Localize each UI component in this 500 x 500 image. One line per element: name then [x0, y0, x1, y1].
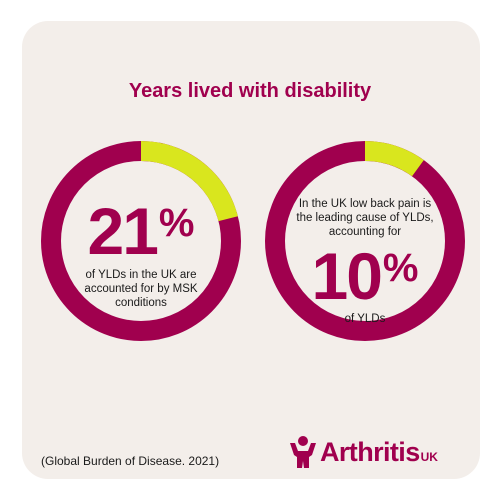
- donut-2-highlight-slice: [265, 141, 465, 341]
- logo-name: Arthritis: [320, 436, 420, 467]
- stat-2-description: of YLDs: [344, 313, 386, 325]
- stat-2-value: 10%: [295, 243, 435, 309]
- stat-1-description: of YLDs in the UK are accounted for by M…: [84, 269, 198, 309]
- arthritis-uk-figure-icon: [290, 436, 316, 468]
- stat-2-number: 10: [311, 239, 383, 313]
- donut-1-highlight-slice: [41, 141, 241, 341]
- stat-2-unit: %: [382, 246, 419, 290]
- donut-chart-1: [41, 141, 241, 341]
- arthritis-uk-logo: Arthritis UK: [288, 432, 438, 472]
- stat-2-text: In the UK low back pain is the leading c…: [295, 197, 435, 326]
- stat-1-unit: %: [158, 201, 195, 245]
- stat-2-intro: In the UK low back pain is the leading c…: [296, 198, 434, 238]
- infographic-card: [22, 21, 480, 479]
- stat-1-value: 21%: [61, 198, 221, 264]
- source-citation: (Global Burden of Disease. 2021): [41, 454, 220, 468]
- stat-1-number: 21: [87, 194, 159, 268]
- logo-suffix: UK: [420, 449, 438, 464]
- donut-chart-2: [265, 141, 465, 341]
- page-title: Years lived with disability: [128, 80, 372, 102]
- stat-1-text: 21% of YLDs in the UK are accounted for …: [61, 198, 221, 310]
